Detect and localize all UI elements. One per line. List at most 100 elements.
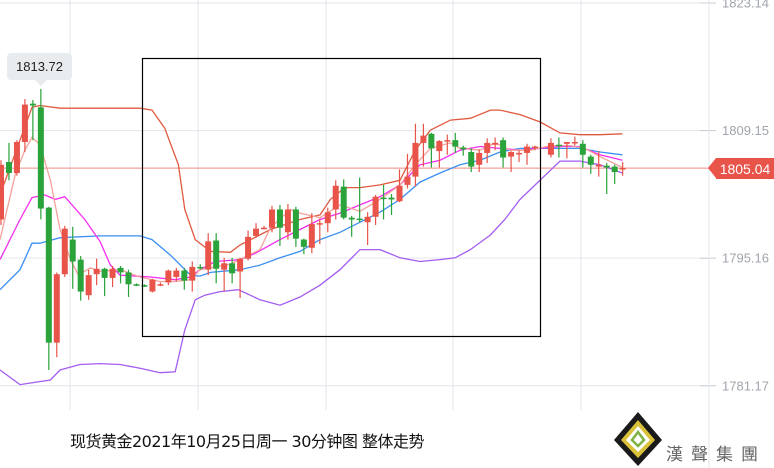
- current-price-value: 1805.04: [719, 160, 771, 177]
- candle-down: [587, 156, 594, 165]
- candle-down: [300, 239, 307, 247]
- candle-up: [516, 152, 523, 155]
- candle-up: [237, 258, 244, 272]
- candle-up: [61, 228, 68, 275]
- candle-down: [356, 218, 363, 221]
- candle-up: [205, 241, 212, 270]
- candle-up: [221, 263, 228, 270]
- candle-up: [93, 268, 100, 275]
- candle-up: [412, 142, 419, 177]
- candle-up: [173, 270, 180, 277]
- candle-down: [133, 284, 140, 286]
- candle-up: [308, 224, 315, 248]
- company-logo: 漢聲集團: [610, 410, 774, 468]
- candle-up: [21, 104, 28, 142]
- candle-up: [253, 228, 260, 236]
- candle-up: [531, 146, 538, 149]
- ma-magenta-line: [0, 145, 623, 281]
- lower-band-line: [0, 160, 623, 386]
- candle-down: [380, 197, 387, 200]
- annotation-box: [141, 57, 542, 338]
- candle-down: [579, 143, 586, 155]
- ma-salmon-line: [0, 136, 623, 283]
- candle-up: [189, 266, 196, 281]
- grid-lines: [0, 0, 709, 410]
- candle-up: [364, 216, 371, 223]
- chart-caption: 现货黄金2021年10月25日周一 30分钟图 整体走势: [70, 432, 424, 451]
- logo-text: 漢聲集團: [666, 445, 766, 465]
- candle-up: [444, 140, 451, 142]
- candle-up: [563, 141, 570, 144]
- candle-up: [165, 270, 172, 283]
- candle-up: [404, 176, 411, 185]
- candle-up: [372, 196, 379, 217]
- candle-down: [5, 162, 12, 173]
- high-price-tooltip: 1813.72: [7, 53, 72, 86]
- candle-down: [452, 140, 459, 147]
- current-price-tag: 1805.04: [708, 158, 774, 179]
- candle-up: [508, 152, 515, 157]
- candle-down: [292, 209, 299, 239]
- y-tick-label: 1823.14: [722, 0, 769, 11]
- candle-down: [213, 240, 220, 269]
- candle-down: [388, 197, 395, 200]
- candle-down: [603, 165, 610, 168]
- candle-up: [109, 268, 116, 278]
- candle-down: [125, 272, 132, 285]
- candle-up: [571, 141, 578, 144]
- candle-up: [268, 209, 275, 228]
- candle-up: [13, 141, 20, 173]
- y-tick-label: 1795.16: [722, 251, 769, 266]
- candle-up: [85, 275, 92, 296]
- candle-up: [324, 212, 331, 224]
- candle-up: [619, 168, 626, 170]
- price-axis: 1823.14 1809.15 1795.16 1781.17: [700, 0, 769, 468]
- candle-down: [197, 266, 204, 269]
- candle-down: [45, 207, 52, 343]
- candle-up: [149, 279, 156, 292]
- candle-up: [492, 142, 499, 145]
- candle-up: [284, 209, 291, 233]
- y-tick-label: 1809.15: [722, 123, 769, 138]
- y-tick-label: 1781.17: [722, 378, 769, 393]
- candle-up: [157, 284, 164, 286]
- diamond-logo-icon: [614, 412, 662, 466]
- candle-down: [117, 267, 124, 273]
- candle-up: [436, 141, 443, 152]
- candle-up: [396, 185, 403, 202]
- candle-up: [53, 274, 60, 343]
- upper-band-line: [0, 104, 623, 253]
- candle-down: [500, 140, 507, 158]
- candle-up: [420, 135, 427, 143]
- candle-up: [261, 227, 268, 230]
- candle-up: [484, 142, 491, 153]
- candle-down: [348, 217, 355, 220]
- candle-down: [611, 166, 618, 173]
- candle-up: [524, 146, 531, 153]
- candle-up: [547, 142, 554, 155]
- candle-down: [229, 263, 236, 274]
- candle-up: [0, 164, 4, 220]
- candle-down: [69, 239, 76, 262]
- candle-up: [595, 164, 602, 167]
- candle-down: [460, 147, 467, 150]
- candle-up: [332, 185, 339, 210]
- candle-down: [101, 268, 108, 278]
- candle-down: [428, 133, 435, 149]
- candle-down: [468, 152, 475, 167]
- candle-up: [476, 152, 483, 165]
- candle-down: [181, 270, 188, 281]
- candle-down: [141, 285, 148, 287]
- candle-down: [77, 259, 84, 292]
- candle-down: [29, 103, 36, 106]
- ma-blue-line: [0, 147, 623, 291]
- candle-down: [276, 209, 283, 228]
- candle-down: [37, 107, 44, 209]
- indicator-lines: [0, 104, 709, 386]
- candle-up: [316, 223, 323, 225]
- candle-up: [245, 236, 252, 259]
- candle-down: [555, 144, 562, 147]
- candles: [0, 88, 626, 370]
- candle-down: [340, 186, 347, 218]
